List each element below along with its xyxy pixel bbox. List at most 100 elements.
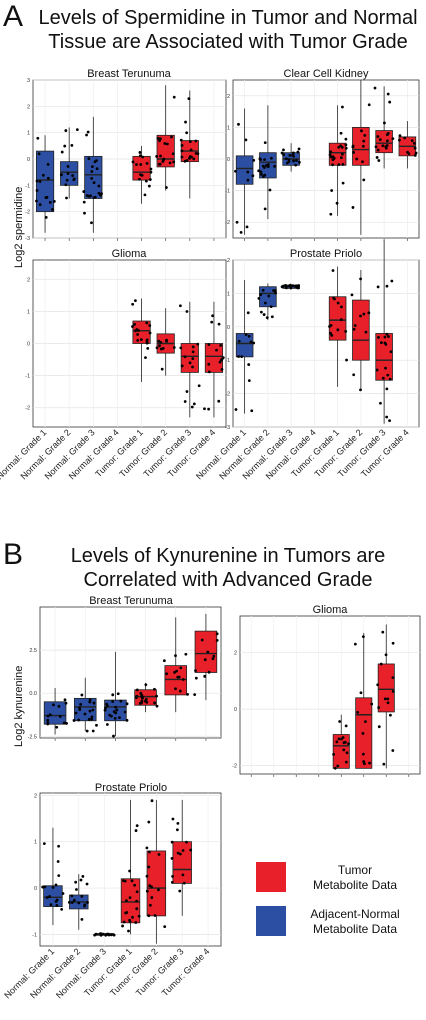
data-point bbox=[376, 135, 380, 138]
data-point bbox=[215, 632, 219, 636]
data-point bbox=[291, 151, 295, 155]
data-point bbox=[60, 150, 64, 154]
data-point bbox=[138, 177, 141, 181]
data-point bbox=[336, 764, 340, 768]
data-point bbox=[215, 638, 219, 642]
data-point bbox=[191, 357, 195, 361]
data-point bbox=[178, 852, 182, 856]
data-point bbox=[245, 225, 249, 229]
data-point bbox=[153, 914, 157, 917]
data-point bbox=[163, 925, 167, 929]
y-tick-label: 2 bbox=[27, 277, 30, 283]
data-point bbox=[353, 642, 357, 646]
data-point bbox=[57, 874, 61, 878]
data-point bbox=[250, 409, 254, 413]
data-point bbox=[144, 356, 147, 360]
data-point bbox=[289, 286, 293, 290]
data-point bbox=[353, 324, 357, 327]
data-point bbox=[145, 321, 149, 325]
data-point bbox=[135, 328, 139, 331]
data-point bbox=[376, 683, 380, 687]
data-point bbox=[131, 160, 135, 164]
data-point bbox=[46, 714, 50, 718]
data-point bbox=[178, 689, 182, 693]
data-point bbox=[211, 314, 214, 318]
data-point bbox=[269, 305, 273, 309]
data-point bbox=[272, 289, 275, 293]
data-point bbox=[183, 355, 187, 359]
data-point bbox=[60, 907, 64, 911]
data-point bbox=[105, 704, 109, 707]
data-point bbox=[165, 142, 169, 146]
data-point bbox=[186, 692, 189, 696]
data-point bbox=[114, 705, 117, 709]
data-point bbox=[133, 883, 137, 887]
data-point bbox=[330, 334, 334, 337]
data-point bbox=[376, 285, 380, 289]
data-point bbox=[337, 737, 341, 741]
data-point bbox=[352, 373, 356, 377]
data-point bbox=[80, 917, 84, 921]
data-point bbox=[118, 716, 121, 719]
data-point bbox=[270, 156, 273, 160]
subplot-title: Clear Cell Kidney bbox=[284, 68, 369, 80]
data-point bbox=[127, 929, 130, 933]
data-point bbox=[46, 721, 50, 725]
data-point bbox=[134, 921, 138, 924]
data-point bbox=[259, 310, 263, 314]
data-point bbox=[389, 350, 393, 354]
data-point bbox=[282, 148, 285, 152]
data-point bbox=[179, 304, 182, 308]
data-point bbox=[385, 139, 389, 143]
data-point bbox=[361, 731, 365, 735]
y-tick-label: 1 bbox=[27, 131, 30, 137]
data-point bbox=[391, 137, 395, 140]
data-point bbox=[180, 364, 184, 368]
data-point bbox=[343, 740, 347, 744]
data-point bbox=[192, 157, 196, 161]
data-point bbox=[268, 188, 272, 192]
y-tick-label: -2 bbox=[232, 764, 237, 770]
y-tick-label: 1 bbox=[34, 840, 37, 846]
data-point bbox=[356, 710, 360, 714]
data-point bbox=[413, 146, 417, 150]
data-point bbox=[90, 715, 94, 719]
data-point bbox=[262, 313, 266, 316]
data-point bbox=[284, 157, 288, 161]
data-point bbox=[158, 162, 162, 166]
data-point bbox=[194, 676, 198, 680]
data-point bbox=[180, 144, 184, 147]
data-point bbox=[378, 138, 382, 142]
y-tick-label: 0.0 bbox=[29, 691, 37, 697]
y-tick-label: 0 bbox=[227, 325, 230, 331]
data-point bbox=[51, 208, 54, 211]
data-point bbox=[178, 889, 182, 893]
y-tick-label: -2 bbox=[225, 392, 230, 398]
data-point bbox=[170, 881, 174, 884]
data-point bbox=[340, 305, 343, 309]
y-tick-label: -2 bbox=[25, 210, 30, 216]
data-point bbox=[361, 144, 365, 148]
data-point bbox=[379, 662, 383, 666]
data-point bbox=[138, 151, 142, 154]
data-point bbox=[179, 346, 183, 350]
data-point bbox=[172, 346, 176, 349]
data-point bbox=[247, 334, 251, 338]
data-point bbox=[273, 164, 277, 168]
data-point bbox=[244, 333, 248, 337]
data-point bbox=[270, 315, 274, 319]
data-point bbox=[381, 630, 385, 634]
data-point bbox=[105, 932, 109, 936]
data-point bbox=[55, 898, 59, 902]
data-point bbox=[336, 328, 340, 332]
data-point bbox=[88, 698, 92, 702]
data-point bbox=[412, 141, 416, 145]
data-point bbox=[45, 195, 49, 199]
data-point bbox=[351, 206, 355, 209]
data-point bbox=[38, 180, 42, 183]
data-point bbox=[147, 184, 151, 188]
data-point bbox=[72, 898, 76, 902]
